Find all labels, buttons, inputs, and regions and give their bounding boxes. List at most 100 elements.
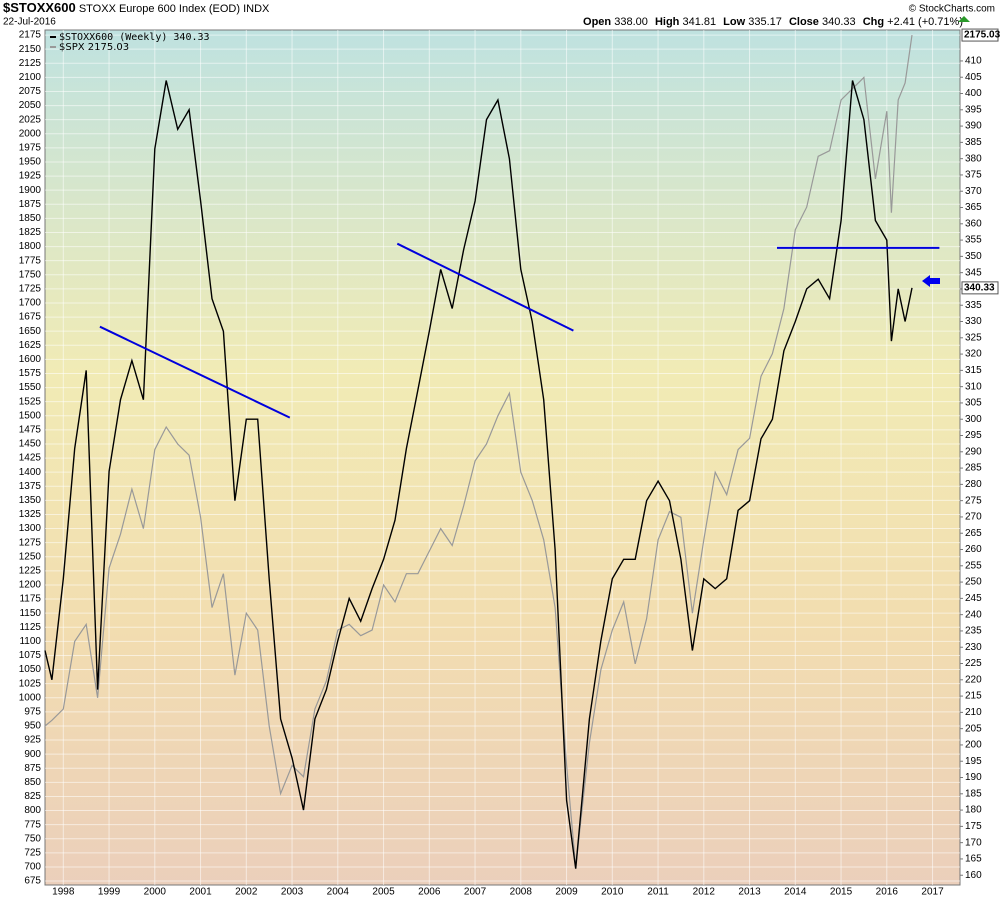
y-tick-label: 1175: [19, 594, 41, 605]
y2-tick-label: 160: [965, 870, 982, 881]
y2-tick-label: 250: [965, 577, 982, 588]
y-tick-label: 1525: [19, 396, 42, 407]
y2-tick-label: 180: [965, 805, 982, 816]
x-tick-label: 2016: [876, 887, 899, 898]
y2-tick-label: 185: [965, 788, 982, 799]
y2-tick-label: 320: [965, 349, 982, 360]
y-tick-label: 900: [24, 749, 41, 760]
x-tick-label: 2010: [601, 887, 624, 898]
y-tick-label: 1225: [19, 566, 42, 577]
y2-tick-label: 310: [965, 381, 982, 392]
y-tick-label: 1825: [19, 227, 42, 238]
ohlc: Open 338.00 High 341.81 Low 335.17 Close…: [583, 16, 963, 28]
y2-tick-label: 190: [965, 772, 982, 783]
index-name: STOXX Europe 600 Index (EOD): [79, 3, 240, 15]
y-tick-label: 850: [24, 777, 41, 788]
y-tick-label: 1675: [19, 312, 42, 323]
y2-tick-label: 240: [965, 609, 982, 620]
y-tick-label: 800: [24, 805, 41, 816]
y-tick-label: 1650: [19, 326, 42, 337]
y-tick-label: 1600: [19, 354, 42, 365]
y-tick-label: 1875: [19, 199, 42, 210]
y-tick-label: 1625: [19, 340, 42, 351]
chg: +2.41 (+0.71%): [887, 16, 963, 28]
y-tick-label: 2125: [19, 58, 42, 69]
x-tick-label: 2008: [510, 887, 533, 898]
y2-tick-label: 335: [965, 300, 982, 311]
y-tick-label: 1375: [19, 481, 42, 492]
y-tick-label: 775: [24, 819, 41, 830]
y-tick-label: 1775: [19, 255, 42, 266]
y-tick-label: 925: [24, 735, 41, 746]
x-tick-label: 2000: [144, 887, 167, 898]
y-tick-label: 1725: [19, 284, 42, 295]
y2-tick-label: 235: [965, 626, 982, 637]
y-tick-label: 1925: [19, 171, 42, 182]
high: 341.81: [682, 16, 716, 28]
date: 22-Jul-2016: [3, 17, 56, 28]
y2-tick-label: 215: [965, 691, 982, 702]
y2-tick-label: 325: [965, 332, 982, 343]
legend-name: $STOXX600 (Weekly): [59, 32, 167, 43]
y2-tick-label: 170: [965, 837, 982, 848]
y-tick-label: 825: [24, 791, 41, 802]
x-tick-label: 2015: [830, 887, 853, 898]
y2-tick-label: 400: [965, 88, 982, 99]
y-tick-label: 1325: [19, 509, 42, 520]
y2-tick-label: 210: [965, 707, 982, 718]
close: 340.33: [822, 16, 856, 28]
legend-value: 2175.03: [88, 42, 129, 53]
y2-tick-label: 255: [965, 560, 982, 571]
legend-entry: $SPX 2175.03: [59, 42, 129, 53]
y-tick-label: 1250: [19, 551, 42, 562]
y-tick-label: 1000: [19, 692, 42, 703]
y-tick-label: 875: [24, 763, 41, 774]
x-tick-label: 2004: [327, 887, 350, 898]
chg-label: Chg: [863, 16, 884, 28]
y2-tick-label: 390: [965, 121, 982, 132]
y-tick-label: 2100: [19, 72, 42, 83]
trendline: [396, 242, 574, 332]
y-tick-label: 1950: [19, 157, 42, 168]
y2-tick-label: 285: [965, 463, 982, 474]
symbol: $STOXX600: [3, 0, 76, 15]
y2-tick-label: 270: [965, 512, 982, 523]
y2-tick-label: 405: [965, 72, 982, 83]
y-tick-label: 1750: [19, 269, 42, 280]
y-tick-label: 950: [24, 721, 41, 732]
y2-tick-label: 385: [965, 137, 982, 148]
y-tick-label: 1050: [19, 664, 42, 675]
y2-tick-label: 345: [965, 267, 982, 278]
exchange: INDX: [243, 3, 270, 15]
x-tick-label: 1998: [52, 887, 75, 898]
last-value-box: [961, 281, 999, 295]
y-tick-label: 700: [24, 862, 41, 873]
y-tick-label: 1850: [19, 213, 42, 224]
y-tick-label: 2150: [19, 44, 42, 55]
last-value-label: 2175.03: [964, 30, 1000, 41]
x-tick-label: 2003: [281, 887, 304, 898]
header-left: $STOXX600 STOXX Europe 600 Index (EOD) I…: [3, 0, 270, 15]
y2-tick-label: 220: [965, 674, 982, 685]
y-tick-label: 1500: [19, 410, 42, 421]
y2-tick-label: 230: [965, 642, 982, 653]
y2-tick-label: 305: [965, 398, 982, 409]
y2-tick-label: 195: [965, 756, 982, 767]
y2-tick-label: 205: [965, 723, 982, 734]
x-tick-label: 2017: [921, 887, 944, 898]
y2-tick-label: 200: [965, 740, 982, 751]
y2-tick-label: 245: [965, 593, 982, 604]
y2-tick-label: 290: [965, 446, 982, 457]
y-tick-label: 975: [24, 706, 41, 717]
y-tick-label: 1300: [19, 523, 42, 534]
legend-name: $SPX: [59, 42, 85, 53]
x-tick-label: 2014: [784, 887, 807, 898]
credit: © StockCharts.com: [909, 4, 995, 15]
open: 338.00: [614, 16, 648, 28]
y2-tick-label: 265: [965, 528, 982, 539]
y-tick-label: 1550: [19, 382, 42, 393]
y2-tick-label: 175: [965, 821, 982, 832]
y2-tick-label: 360: [965, 218, 982, 229]
y-tick-label: 2175: [19, 30, 42, 41]
